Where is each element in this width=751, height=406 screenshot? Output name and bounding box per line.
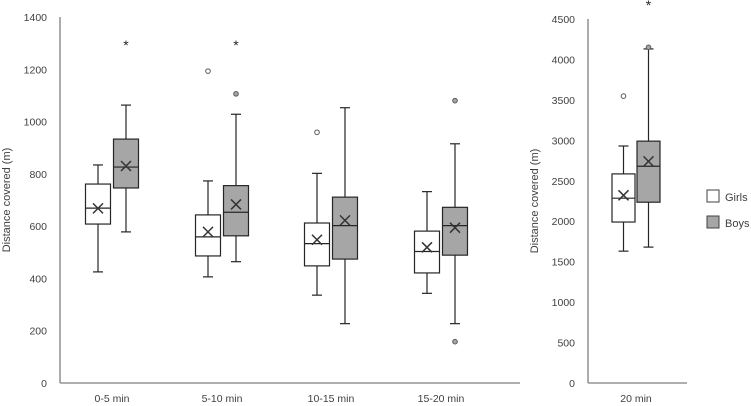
extreme-outlier-star: * xyxy=(123,37,129,53)
outlier-point xyxy=(452,97,458,104)
y-tick-label: 800 xyxy=(29,169,47,181)
y-tick-label: 4000 xyxy=(552,54,576,66)
mean-marker xyxy=(311,234,323,246)
mean-marker xyxy=(617,189,630,201)
outlier-point xyxy=(620,93,627,99)
y-tick-label: 1200 xyxy=(24,64,48,76)
legend-label-boys: Boys xyxy=(725,218,750,230)
box-boys: * xyxy=(222,37,250,263)
y-tick-label: 4500 xyxy=(552,14,576,26)
outlier-point xyxy=(314,129,320,136)
y-tick-label: 200 xyxy=(29,326,47,338)
x-tick-label: 15-20 min xyxy=(418,393,465,405)
mean-marker xyxy=(120,160,132,172)
box-girls xyxy=(84,164,112,273)
box-boys: * xyxy=(112,37,140,233)
y-axis-label: Distance covered (m) xyxy=(1,148,13,253)
extreme-outlier-star: * xyxy=(646,0,652,13)
mean-marker xyxy=(202,226,214,238)
iqr-box xyxy=(112,138,140,189)
legend-swatch-boys xyxy=(706,215,720,229)
outlier-point xyxy=(452,338,458,345)
iqr-box xyxy=(441,206,469,256)
legend-swatch-girls xyxy=(706,189,720,203)
y-tick-label: 2500 xyxy=(552,176,576,188)
mean-marker xyxy=(421,241,433,253)
y-tick-label: 3000 xyxy=(552,135,576,147)
iqr-box xyxy=(222,185,250,237)
y-tick-label: 1500 xyxy=(552,257,576,269)
outlier-point xyxy=(645,44,652,51)
y-tick-label: 2000 xyxy=(552,216,576,228)
iqr-box xyxy=(84,183,112,225)
mean-marker xyxy=(92,202,104,214)
y-tick-label: 500 xyxy=(557,338,575,350)
box-boys xyxy=(331,107,359,325)
chart-1: 0 200 400 600 800 1000 1200 1400 Distance covere… xyxy=(1,12,520,405)
y-tick-label: 600 xyxy=(29,221,47,233)
box-girls xyxy=(413,191,441,294)
y-tick-label: 400 xyxy=(29,273,47,285)
mean-marker xyxy=(642,155,655,167)
mean-marker xyxy=(230,198,242,210)
iqr-box xyxy=(194,214,222,257)
chart-2: 0 500 1000 1500 2000 2500 3000 3500 4000 4500 Dist… xyxy=(529,0,687,405)
mean-marker xyxy=(449,222,461,234)
y-tick-label: 1000 xyxy=(24,117,48,129)
iqr-box xyxy=(331,196,359,260)
y-tick-label: 3500 xyxy=(552,95,576,107)
legend-label-girls: Girls xyxy=(725,192,748,204)
box-boys xyxy=(441,97,469,345)
mean-marker xyxy=(339,214,351,226)
y-tick-label: 1400 xyxy=(24,12,48,24)
iqr-box xyxy=(636,140,661,203)
x-tick-label: 5-10 min xyxy=(202,393,243,405)
x-tick-label: 0-5 min xyxy=(94,393,129,405)
y-axis-label: Distance covered (m) xyxy=(529,149,541,254)
box-girls xyxy=(194,68,222,278)
outlier-point xyxy=(233,91,239,97)
box-girls xyxy=(303,129,331,296)
y-tick-label: 1000 xyxy=(552,297,576,309)
y-tick-label: 0 xyxy=(41,378,47,390)
box-girls xyxy=(611,93,636,252)
x-tick-label: 10-15 min xyxy=(308,393,355,405)
y-tick-label: 0 xyxy=(569,378,575,390)
extreme-outlier-star: * xyxy=(233,37,239,53)
legend: Girls Boys xyxy=(706,189,750,230)
box-boys: * xyxy=(636,0,661,248)
iqr-box xyxy=(303,222,331,267)
outlier-point xyxy=(205,68,211,74)
x-tick-label: 20 min xyxy=(620,393,652,405)
